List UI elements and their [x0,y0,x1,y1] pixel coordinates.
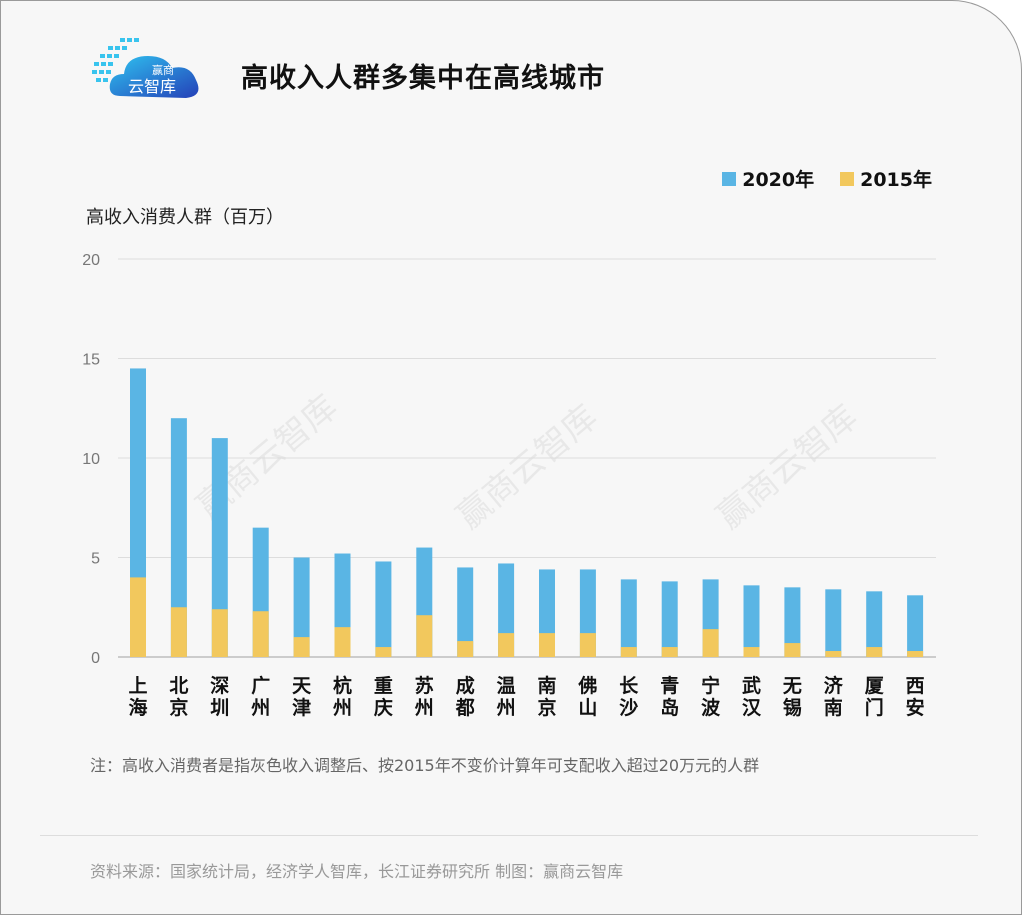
bar-2015 [130,577,146,657]
x-tick-label: 波 [701,696,721,719]
x-tick-label: 厦 [865,675,885,697]
bar-2015 [743,647,760,657]
x-tick-label: 北 [169,675,188,697]
x-tick-label: 长 [619,675,639,697]
y-tick-label: 5 [91,551,100,568]
y-axis-label: 高收入消费人群（百万） [86,207,284,228]
x-tick-label: 京 [169,696,188,719]
bar-2015 [702,629,719,657]
x-tick-label: 温 [497,675,516,697]
x-tick-label: 深 [210,674,229,697]
bar-2015 [211,609,228,657]
x-tick-label: 岛 [660,696,679,719]
legend-item-2020: 2020年 [722,165,814,192]
x-tick-label: 西 [906,675,925,697]
bar-2015 [293,637,310,657]
bar-2015 [416,615,433,657]
bar-2020 [211,438,228,657]
bar-2015 [907,651,924,657]
bar-2015 [457,641,474,657]
legend: 2020年 2015年 [722,165,932,192]
x-tick-label: 京 [537,696,556,719]
x-tick-label: 庆 [374,696,393,719]
bar-2015 [620,647,637,657]
bar-2020 [743,585,760,657]
x-tick-label: 都 [455,697,475,719]
x-tick-label: 州 [333,697,352,719]
x-tick-label: 圳 [210,697,229,719]
legend-label: 2020年 [742,169,815,191]
bar-2015 [579,633,596,657]
bar-2015 [334,627,351,657]
x-tick-label: 成 [456,674,475,697]
x-tick-label: 重 [374,675,393,697]
bar-2015 [252,611,269,657]
bar-2015 [539,633,555,657]
x-tick-label: 门 [865,696,884,719]
x-tick-label: 汉 [742,697,762,719]
legend-swatch [722,171,737,186]
bar-2020 [825,589,842,657]
x-tick-label: 南 [537,675,556,697]
x-tick-label: 海 [128,696,147,719]
page-title: 高收入人群多集中在高线城市 [241,63,605,94]
x-tick-label: 南 [824,697,843,719]
bar-2020 [457,567,474,657]
x-tick-label: 无 [783,675,802,697]
bar-2020 [784,587,801,657]
bar-2020 [170,418,187,657]
bar-2015 [866,647,883,657]
footnote: 注：高收入消费者是指灰色收入调整后、按2015年不变价计算年可支配收入超过20万… [90,756,760,775]
bar-2020 [661,581,678,657]
source-text: 资料来源：国家统计局，经济学人智库，长江证券研究所 制图：赢商云智库 [90,862,624,881]
x-tick-label: 州 [497,697,516,719]
x-tick-label: 安 [906,696,925,719]
bar-2020 [293,557,310,657]
x-tick-label: 青 [660,675,679,697]
x-tick-label: 津 [292,696,311,719]
x-tick-label: 锡 [783,696,802,719]
bar-2015 [661,647,678,657]
x-tick-label: 杭 [333,674,352,697]
y-tick-label: 20 [82,252,100,269]
divider [40,835,978,836]
logo-text-top: 赢商 [152,63,174,77]
x-tick-label: 济 [824,674,844,697]
y-tick-label: 0 [91,650,100,667]
x-tick-label: 州 [251,697,270,719]
logo: 赢商 云智库 [92,38,199,98]
x-tick-label: 佛 [577,674,597,697]
bar-2020 [907,595,924,657]
bar-2015 [375,647,392,657]
bar-2015 [498,633,515,657]
legend-item-2015: 2015年 [840,165,932,192]
x-tick-label: 宁 [701,674,720,697]
legend-swatch [840,171,855,186]
bar-2020 [866,591,883,657]
x-tick-label: 天 [292,675,312,697]
logo-text-bottom: 云智库 [128,77,176,96]
legend-label: 2015年 [860,169,932,191]
x-tick-label: 武 [742,675,761,697]
x-tick-label: 沙 [619,697,638,719]
bar-2015 [825,651,842,657]
x-tick-label: 苏 [415,674,434,697]
x-tick-label: 州 [415,697,434,719]
bar-2015 [170,607,187,657]
x-tick-label: 上 [128,675,147,697]
y-tick-label: 10 [82,451,100,468]
bar-2020 [375,561,392,657]
x-tick-label: 山 [578,697,597,719]
bar-2015 [784,643,801,657]
x-tick-label: 广 [251,674,270,697]
y-tick-label: 15 [82,352,100,369]
bar-2020 [620,579,637,657]
